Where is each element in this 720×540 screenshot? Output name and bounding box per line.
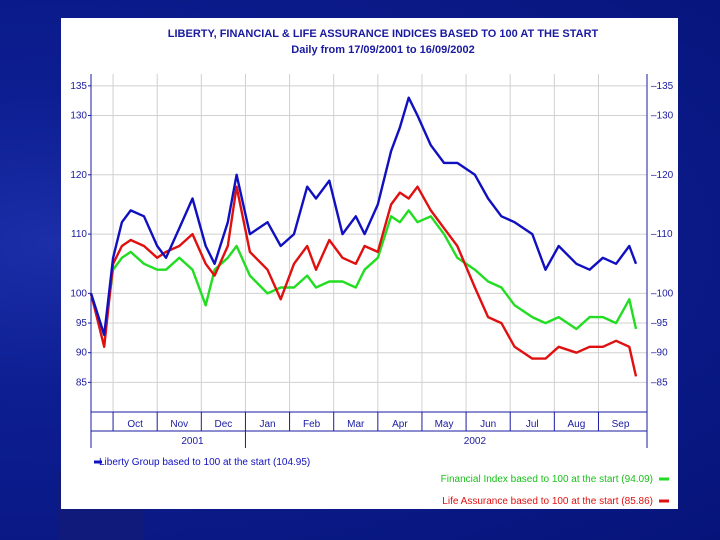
y-tick-label-left: 95 <box>76 318 88 329</box>
y-tick-label-left: 100 <box>70 288 87 299</box>
y-tick-label-right: –130 <box>651 111 674 122</box>
x-tick-label: Apr <box>392 419 408 430</box>
y-tick-label-right: –135 <box>651 81 674 92</box>
y-tick-label-left: 110 <box>71 229 87 240</box>
legend-label-liberty: Liberty Group based to 100 at the start … <box>99 457 310 468</box>
legend-label-life: Life Assurance based to 100 at the start… <box>442 496 653 507</box>
x-tick-label: Nov <box>170 419 188 430</box>
chart-title: LIBERTY, FINANCIAL & LIFE ASSURANCE INDI… <box>168 28 599 40</box>
legend-label-financial: Financial Index based to 100 at the star… <box>441 474 653 485</box>
x-tick-label: Mar <box>347 419 365 430</box>
chart-subtitle: Daily from 17/09/2001 to 16/09/2002 <box>291 44 474 56</box>
x-tick-label: Sep <box>612 419 630 430</box>
y-tick-label-right: –110 <box>651 229 673 240</box>
year-label-2001: 2001 <box>181 436 204 447</box>
y-tick-label-right: –95 <box>651 318 668 329</box>
line-chart: LIBERTY, FINANCIAL & LIFE ASSURANCE INDI… <box>70 28 674 507</box>
x-tick-label: Aug <box>567 419 585 430</box>
y-tick-label-right: –85 <box>651 377 668 388</box>
x-tick-label: Oct <box>127 419 143 430</box>
y-tick-label-right: –120 <box>651 170 674 181</box>
x-tick-label: Jan <box>259 419 275 430</box>
series-line-liberty <box>89 96 638 337</box>
series-line-financial <box>89 209 638 337</box>
legend: Liberty Group based to 100 at the start … <box>94 457 669 507</box>
y-tick-label-right: –90 <box>651 348 668 359</box>
y-tick-label-right: –100 <box>651 288 674 299</box>
y-tick-label-left: 120 <box>70 170 87 181</box>
axes: 85 –85 90 –90 95 –95 100 –100 110 –110 120 –120 130 –… <box>70 74 674 448</box>
grid <box>91 74 647 412</box>
y-tick-label-left: 135 <box>70 81 87 92</box>
series-group <box>89 96 638 377</box>
x-tick-label: Feb <box>303 419 321 430</box>
y-tick-label-left: 90 <box>76 348 88 359</box>
x-tick-label: Dec <box>214 419 232 430</box>
x-tick-label: Jun <box>480 419 496 430</box>
y-tick-label-left: 85 <box>76 377 88 388</box>
x-tick-label: May <box>435 419 454 430</box>
x-tick-label: Jul <box>526 419 539 430</box>
year-label-2002: 2002 <box>464 436 487 447</box>
y-tick-label-left: 130 <box>70 111 87 122</box>
